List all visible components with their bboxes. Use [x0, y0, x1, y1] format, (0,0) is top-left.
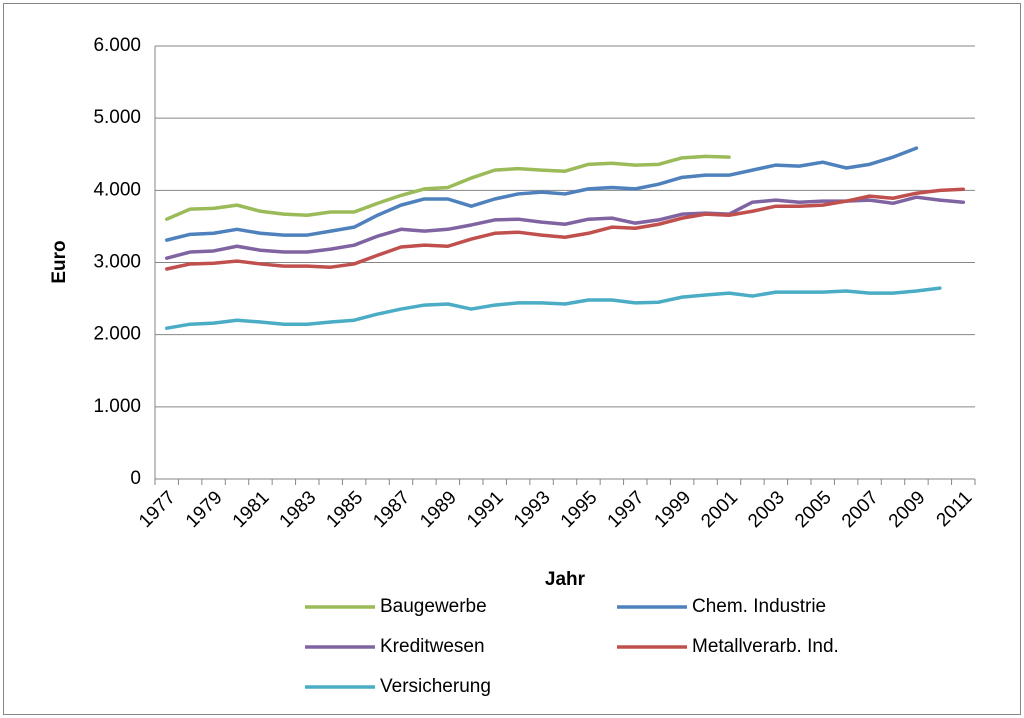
- y-tick-label: 5.000: [93, 107, 141, 128]
- legend-label: Kreditwesen: [380, 636, 485, 657]
- legend-label: Chem. Industrie: [692, 596, 826, 617]
- x-axis-title: Jahr: [545, 569, 586, 590]
- y-axis-title: Euro: [49, 240, 70, 283]
- series-line: [164, 146, 919, 242]
- y-tick-label: 6.000: [93, 35, 141, 56]
- legend-label: Metallverarb. Ind.: [692, 636, 839, 657]
- series-line: [164, 187, 966, 271]
- legend-label: Versicherung: [380, 676, 491, 697]
- y-tick-label: 4.000: [93, 179, 141, 200]
- legend-label: Baugewerbe: [380, 596, 487, 617]
- chart-border: [3, 3, 1021, 715]
- y-tick-label: 1.000: [93, 396, 141, 417]
- y-tick-label: 3.000: [93, 252, 141, 273]
- series-line: [164, 286, 942, 330]
- series-line: [164, 154, 731, 221]
- y-tick-label: 0: [130, 468, 141, 489]
- y-tick-label: 2.000: [93, 324, 141, 345]
- series-line: [164, 195, 966, 260]
